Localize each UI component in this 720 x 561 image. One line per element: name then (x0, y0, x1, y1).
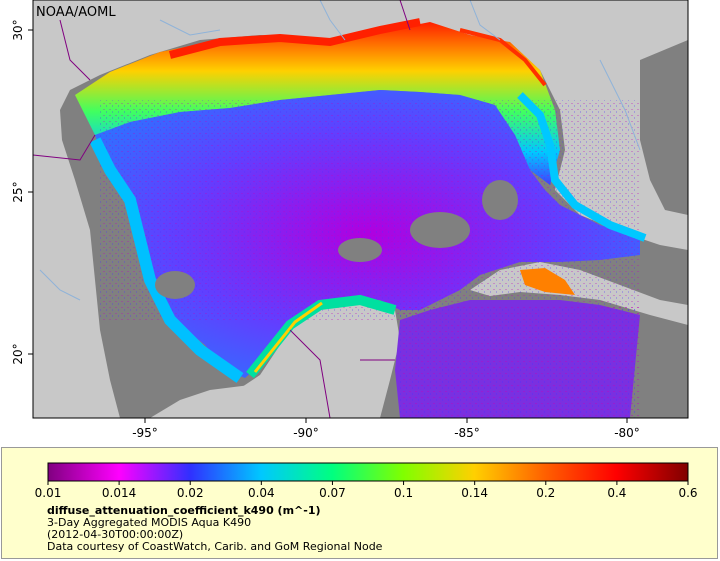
map-canvas: -95° -90° -85° -80° 30° 25° 20° (11, 0, 689, 440)
colorbar-tick-label: 0.4 (607, 486, 626, 500)
no-data-patch (155, 271, 195, 299)
lon-label: -90° (293, 426, 319, 440)
colorbar-tick-label: 0.02 (177, 486, 204, 500)
lon-label: -95° (132, 426, 158, 440)
yucatan-inner-band (253, 301, 323, 373)
colorbar-gradient (47, 462, 689, 482)
political-borders (32, 0, 411, 419)
atlantic-no-data (640, 40, 688, 215)
florida-shelf-band (517, 92, 647, 242)
lon-label: -85° (454, 426, 480, 440)
cuba-coastal-patch (520, 268, 575, 295)
credit-label: NOAA/AOML (36, 5, 116, 20)
colorbar-tick-label: 0.07 (319, 486, 346, 500)
colorbar-ticks: 0.01 0.014 0.02 0.04 0.07 0.1 0.14 0.2 0.4 0.6 (35, 481, 698, 500)
northern-coastal-band (75, 22, 560, 185)
dataset-time: (2012-04-30T00:00:00Z) (47, 528, 184, 541)
colorbar-tick-label: 0.6 (678, 486, 697, 500)
no-data-patch (338, 238, 382, 262)
caribbean-texture (400, 305, 640, 418)
west-coastal-band (89, 137, 244, 383)
plot-frame (32, 0, 689, 419)
dataset-description: 3-Day Aggregated MODIS Aqua K490 (47, 516, 252, 529)
rivers (39, 0, 641, 301)
lon-ticks (144, 418, 628, 423)
lat-ticks (28, 29, 33, 355)
colorbar-tick-label: 0.2 (536, 486, 555, 500)
colorbar-tick-label: 0.01 (35, 486, 62, 500)
variable-name: diffuse_attenuation_coefficient_k490 (m^… (47, 504, 321, 517)
colorbar-tick-label: 0.014 (102, 486, 136, 500)
colorbar-tick-label: 0.04 (248, 486, 275, 500)
data-source: Data courtesy of CoastWatch, Carib. and … (47, 540, 383, 553)
yucatan-land (200, 298, 400, 418)
lat-label: 30° (11, 19, 25, 40)
colorbar-tick-label: 0.14 (461, 486, 488, 500)
no-data-patch (482, 180, 518, 220)
no-data-patch (410, 212, 470, 248)
florida-shelf-warm (459, 28, 547, 87)
colorbar-tick-label: 0.1 (394, 486, 413, 500)
lon-label: -80° (614, 426, 640, 440)
lat-label: 20° (11, 343, 25, 364)
lat-label: 25° (11, 181, 25, 202)
louisiana-warm-coast (168, 18, 421, 59)
